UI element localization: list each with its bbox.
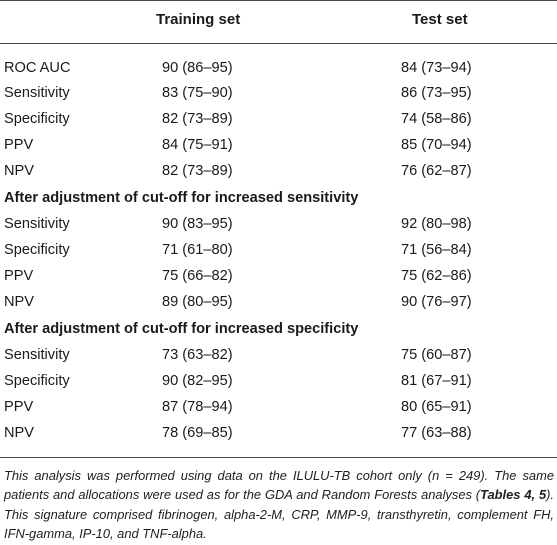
table-row: NPV 89 (80–95) 90 (76–97) <box>0 289 557 315</box>
row-label: ROC AUC <box>4 60 71 76</box>
training-value: 82 (73–89) <box>162 111 233 127</box>
test-value: 75 (60–87) <box>401 347 472 363</box>
header-test-set: Test set <box>412 11 468 28</box>
training-value: 71 (61–80) <box>162 242 233 258</box>
top-rule <box>0 0 557 1</box>
training-value: 82 (73–89) <box>162 163 233 179</box>
test-value: 84 (73–94) <box>401 60 472 76</box>
table-row: Sensitivity 73 (63–82) 75 (60–87) <box>0 342 557 368</box>
table-row: Sensitivity 90 (83–95) 92 (80–98) <box>0 211 557 237</box>
row-label: PPV <box>4 137 34 153</box>
row-label: Specificity <box>4 111 70 127</box>
training-value: 75 (66–82) <box>162 268 233 284</box>
test-value: 92 (80–98) <box>401 216 472 232</box>
training-value: 87 (78–94) <box>162 399 233 415</box>
table-row: NPV 82 (73–89) 76 (62–87) <box>0 158 557 184</box>
training-value: 73 (63–82) <box>162 347 233 363</box>
test-value: 75 (62–86) <box>401 268 472 284</box>
row-label: NPV <box>4 425 35 441</box>
test-value: 90 (76–97) <box>401 294 472 310</box>
section-heading-sensitivity: After adjustment of cut-off for increase… <box>4 190 359 206</box>
test-value: 76 (62–87) <box>401 163 472 179</box>
test-value: 81 (67–91) <box>401 373 472 389</box>
table-row: Specificity 90 (82–95) 81 (67–91) <box>0 368 557 394</box>
row-label: Specificity <box>4 373 70 389</box>
table-row: Specificity 82 (73–89) 74 (58–86) <box>0 106 557 132</box>
training-value: 90 (83–95) <box>162 216 233 232</box>
row-label: NPV <box>4 294 35 310</box>
row-label: Sensitivity <box>4 85 70 101</box>
table-row: ROC AUC 90 (86–95) 84 (73–94) <box>0 55 557 81</box>
test-value: 80 (65–91) <box>401 399 472 415</box>
row-label: PPV <box>4 399 34 415</box>
training-value: 90 (82–95) <box>162 373 233 389</box>
table-row: Sensitivity 83 (75–90) 86 (73–95) <box>0 80 557 106</box>
test-value: 86 (73–95) <box>401 85 472 101</box>
table-row: Specificity 71 (61–80) 71 (56–84) <box>0 237 557 263</box>
training-value: 83 (75–90) <box>162 85 233 101</box>
table-row: PPV 75 (66–82) 75 (62–86) <box>0 263 557 289</box>
test-value: 74 (58–86) <box>401 111 472 127</box>
training-value: 90 (86–95) <box>162 60 233 76</box>
header-training-set: Training set <box>156 11 241 28</box>
row-label: NPV <box>4 163 35 179</box>
footnote-text-1: This analysis was performed using data o… <box>4 468 554 503</box>
row-label: Sensitivity <box>4 347 70 363</box>
table-row: PPV 84 (75–91) 85 (70–94) <box>0 132 557 158</box>
bottom-rule <box>0 457 557 458</box>
header-rule <box>0 43 557 44</box>
training-value: 89 (80–95) <box>162 294 233 310</box>
training-value: 78 (69–85) <box>162 425 233 441</box>
row-label: PPV <box>4 268 34 284</box>
section-heading-specificity: After adjustment of cut-off for increase… <box>4 321 359 337</box>
table-row: PPV 87 (78–94) 80 (65–91) <box>0 394 557 420</box>
table-row: NPV 78 (69–85) 77 (63–88) <box>0 420 557 446</box>
table-footnote: This analysis was performed using data o… <box>4 466 554 543</box>
footnote-text-2: ). This signature comprised fibrinogen, … <box>4 487 554 541</box>
test-value: 77 (63–88) <box>401 425 472 441</box>
row-label: Specificity <box>4 242 70 258</box>
training-value: 84 (75–91) <box>162 137 233 153</box>
test-value: 85 (70–94) <box>401 137 472 153</box>
test-value: 71 (56–84) <box>401 242 472 258</box>
footnote-table-reference[interactable]: Tables 4, 5 <box>480 487 547 503</box>
row-label: Sensitivity <box>4 216 70 232</box>
